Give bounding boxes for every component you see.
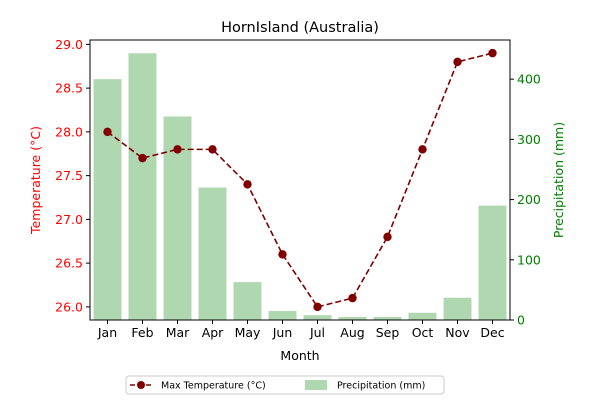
x-tick-label: Mar [166,325,190,340]
temperature-line [107,52,493,308]
x-tick-label: Feb [131,325,153,340]
y-axis-left-label: Temperature (°C) [28,126,43,235]
legend-bar-swatch [305,380,327,390]
legend-frame [125,375,445,395]
precip-bar-jun [268,310,297,320]
temperature-point-oct [418,145,427,154]
precip-bar-jan [93,79,122,320]
x-tick-label: Dec [480,325,504,340]
bars-layer [93,53,507,321]
temperature-point-jan [103,127,112,137]
y-left-tick-label: 26.5 [55,256,83,271]
precip-bar-apr [198,187,227,320]
x-tick-label: May [235,325,261,340]
y-axis-right-label: Precipitation (mm) [551,122,566,238]
x-tick-label: Sep [376,325,400,340]
temperature-point-apr [208,145,217,154]
line-layer [103,48,497,312]
precip-bar-feb [128,53,157,320]
y-right-tick-label: 100 [517,252,541,267]
x-tick-label: Jul [309,325,325,340]
y-left-tick-label: 28.0 [55,124,83,139]
y-right-tick-label: 0 [517,313,525,328]
temperature-point-jul [313,302,322,312]
precip-bar-aug [338,316,367,320]
precip-bar-dec [478,205,507,320]
temperature-point-nov [453,57,462,67]
precip-bar-oct [408,312,437,320]
temperature-point-jun [278,250,287,259]
temperature-point-feb [138,153,147,163]
y-right-tick-label: 300 [517,132,541,147]
chart-title: HornIsland (Australia) [221,20,379,36]
temperature-point-mar [173,145,182,154]
y-left-tick-label: 29.0 [55,37,83,52]
plot-frame [89,39,511,321]
y-right-tick-label: 200 [517,192,541,207]
temperature-point-dec [488,48,497,58]
legend-line-marker [137,381,145,389]
legend: Max Temperature (°C) Precipitation (mm) [125,375,445,395]
temperature-point-aug [348,293,357,303]
legend-label-precipitation: Precipitation (mm) [337,381,425,392]
y-left-tick-label: 28.5 [55,81,83,96]
temperature-point-may [243,180,252,189]
x-tick-label: Jan [97,325,117,340]
y-left-tick-label: 27.5 [55,168,83,183]
precip-bar-sep [373,316,402,320]
y-left-tick-label: 26.0 [55,299,83,314]
y-right-tick-label: 400 [517,72,541,87]
y-left-tick-label: 27.0 [55,212,83,227]
precip-bar-nov [443,297,472,320]
x-tick-label: Apr [202,325,224,340]
precip-bar-may [233,282,262,320]
axes-layer: Jan Feb Mar Apr May Jun Jul Aug Sep Oct Nov Dec 26.0… [55,37,541,340]
x-tick-label: Jun [272,325,293,340]
x-tick-label: Oct [412,325,434,340]
temperature-point-sep [383,232,392,242]
x-tick-label: Nov [445,325,470,340]
precip-bar-jul [303,315,332,320]
legend-label-temperature: Max Temperature (°C) [161,381,266,392]
x-axis-label: Month [280,348,319,363]
x-tick-label: Aug [340,325,364,340]
